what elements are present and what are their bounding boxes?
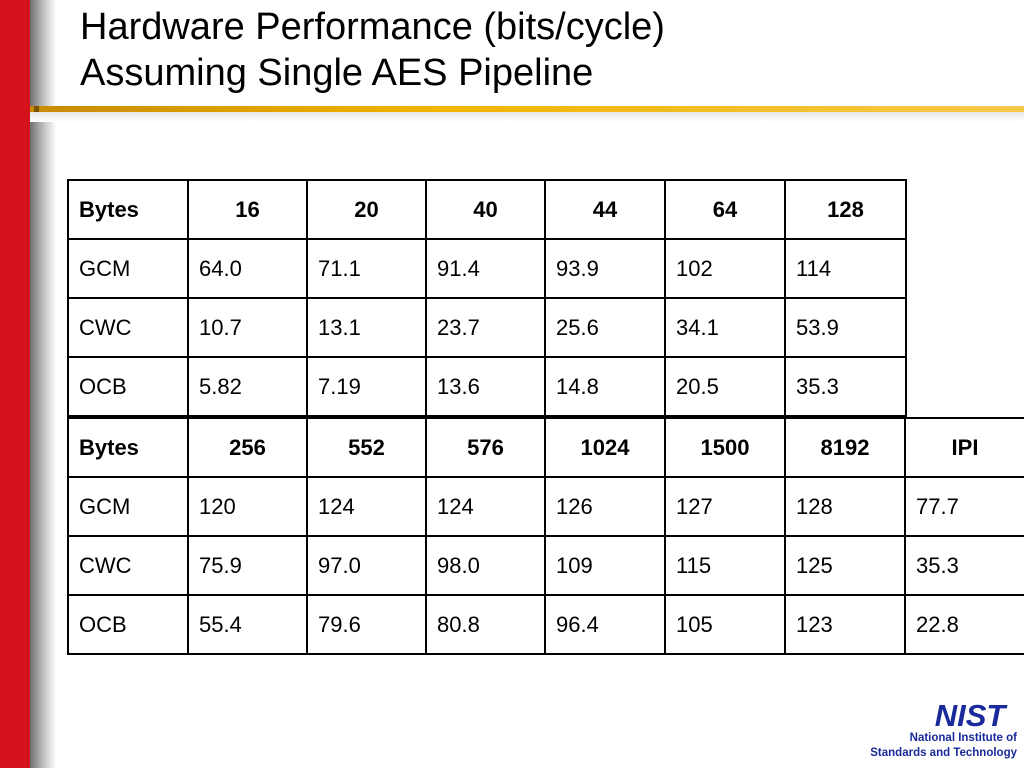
header-cell: 8192 — [784, 417, 906, 478]
table-cell: 35.3 — [784, 356, 907, 417]
performance-table-small-packets: Bytes 16 20 40 44 64 128 GCM 64.0 71.1 9… — [67, 179, 907, 417]
table-cell: 35.3 — [904, 535, 1024, 596]
table-cell: 97.0 — [306, 535, 427, 596]
table-cell: 96.4 — [544, 594, 666, 655]
row-label: CWC — [67, 297, 189, 358]
table-cell: 71.1 — [306, 238, 427, 299]
table-cell: 124 — [425, 476, 546, 537]
header-cell: 40 — [425, 179, 546, 240]
table-cell: 34.1 — [664, 297, 786, 358]
nist-logo: NIST National Institute of Standards and… — [853, 700, 1023, 766]
table-cell: 109 — [544, 535, 666, 596]
table-cell: 115 — [664, 535, 786, 596]
header-cell: 576 — [425, 417, 546, 478]
table-cell: 22.8 — [904, 594, 1024, 655]
table-cell: 124 — [306, 476, 427, 537]
table-cell: 128 — [784, 476, 906, 537]
table-row-ocb: OCB 55.4 79.6 80.8 96.4 105 123 22.8 — [67, 594, 1024, 655]
header-cell: 552 — [306, 417, 427, 478]
header-cell: 128 — [784, 179, 907, 240]
header-cell-bytes: Bytes — [67, 179, 189, 240]
table-cell: 23.7 — [425, 297, 546, 358]
table-cell: 7.19 — [306, 356, 427, 417]
table-cell: 25.6 — [544, 297, 666, 358]
title-underline-rule — [30, 106, 1024, 112]
table-cell: 127 — [664, 476, 786, 537]
table-cell: 13.6 — [425, 356, 546, 417]
row-label: OCB — [67, 594, 189, 655]
nist-wordmark-text: NIST — [935, 700, 1009, 730]
performance-table-large-packets: Bytes 256 552 576 1024 1500 8192 IPI GCM… — [67, 417, 1024, 655]
table-cell: 53.9 — [784, 297, 907, 358]
header-cell: 1500 — [664, 417, 786, 478]
nist-logo-line-1: National Institute of — [909, 732, 1017, 744]
slide-title: Hardware Performance (bits/cycle) Assumi… — [80, 4, 665, 96]
table-cell: 126 — [544, 476, 666, 537]
slide-left-red-bar — [0, 0, 30, 768]
table-cell: 55.4 — [187, 594, 308, 655]
table-row-cwc: CWC 10.7 13.1 23.7 25.6 34.1 53.9 — [67, 297, 907, 358]
table-cell: 77.7 — [904, 476, 1024, 537]
table-cell: 93.9 — [544, 238, 666, 299]
slide-title-line-1: Hardware Performance (bits/cycle) — [80, 6, 665, 48]
table-cell: 80.8 — [425, 594, 546, 655]
table-cell: 102 — [664, 238, 786, 299]
header-cell: 64 — [664, 179, 786, 240]
header-cell-ipi: IPI — [904, 417, 1024, 478]
header-cell-bytes: Bytes — [67, 417, 189, 478]
table-cell: 20.5 — [664, 356, 786, 417]
row-label: GCM — [67, 238, 189, 299]
slide-left-shadow — [30, 0, 56, 768]
header-cell: 20 — [306, 179, 427, 240]
row-label: CWC — [67, 535, 189, 596]
table-row-gcm: GCM 64.0 71.1 91.4 93.9 102 114 — [67, 238, 907, 299]
table-cell: 120 — [187, 476, 308, 537]
table-row-gcm: GCM 120 124 124 126 127 128 77.7 — [67, 476, 1024, 537]
table-cell: 5.82 — [187, 356, 308, 417]
table-cell: 13.1 — [306, 297, 427, 358]
table-cell: 114 — [784, 238, 907, 299]
title-rule-marker — [34, 106, 39, 112]
table-header-row: Bytes 16 20 40 44 64 128 — [67, 179, 907, 240]
row-label: OCB — [67, 356, 189, 417]
table-cell: 91.4 — [425, 238, 546, 299]
header-cell: 256 — [187, 417, 308, 478]
table-cell: 14.8 — [544, 356, 666, 417]
table-row-ocb: OCB 5.82 7.19 13.6 14.8 20.5 35.3 — [67, 356, 907, 417]
table-header-row: Bytes 256 552 576 1024 1500 8192 IPI — [67, 417, 1024, 478]
header-cell: 44 — [544, 179, 666, 240]
header-cell: 16 — [187, 179, 308, 240]
nist-logo-line-2: Standards and Technology — [870, 747, 1017, 759]
slide-title-line-2: Assuming Single AES Pipeline — [80, 52, 594, 94]
table-cell: 105 — [664, 594, 786, 655]
table-cell: 79.6 — [306, 594, 427, 655]
table-cell: 125 — [784, 535, 906, 596]
table-cell: 10.7 — [187, 297, 308, 358]
row-label: GCM — [67, 476, 189, 537]
table-cell: 98.0 — [425, 535, 546, 596]
table-cell: 123 — [784, 594, 906, 655]
table-cell: 64.0 — [187, 238, 308, 299]
table-row-cwc: CWC 75.9 97.0 98.0 109 115 125 35.3 — [67, 535, 1024, 596]
table-cell: 75.9 — [187, 535, 308, 596]
nist-wordmark-icon: NIST — [935, 700, 1009, 730]
header-cell: 1024 — [544, 417, 666, 478]
